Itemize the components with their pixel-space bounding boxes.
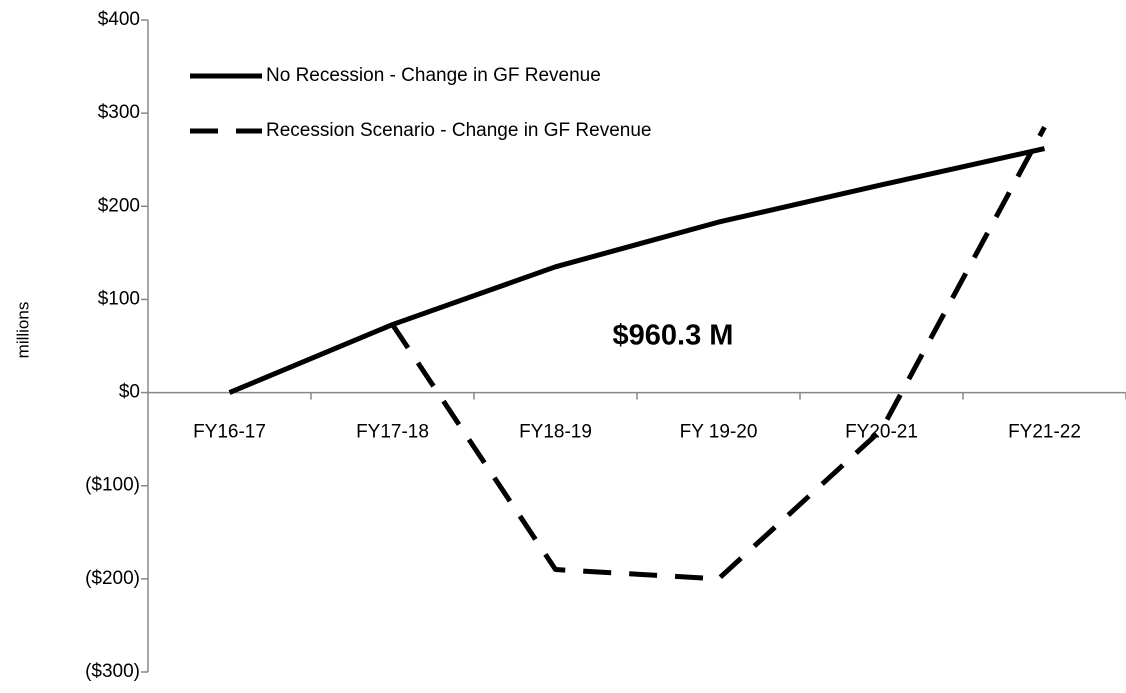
- y-tick-label: ($300): [85, 661, 140, 682]
- series-line: [228, 146, 1046, 395]
- legend-label: Recession Scenario - Change in GF Revenu…: [266, 120, 651, 141]
- y-tick-label: ($200): [85, 568, 140, 589]
- legend-label: No Recession - Change in GF Revenue: [266, 65, 601, 86]
- series-line: [390, 125, 1047, 582]
- y-tick-label: $200: [98, 195, 140, 216]
- x-tick-label: FY21-22: [1008, 422, 1081, 443]
- x-tick-label: FY20-21: [845, 422, 918, 443]
- x-tick-label: FY18-19: [519, 422, 592, 443]
- y-tick-label: $400: [98, 9, 140, 30]
- annotation: $960.3 M: [613, 320, 734, 352]
- y-axis-title: millions: [13, 302, 32, 359]
- y-tick-label: $0: [119, 382, 140, 403]
- y-tick-label: $300: [98, 102, 140, 123]
- x-tick-label: FY 19-20: [680, 422, 758, 443]
- y-tick-label: $100: [98, 288, 140, 309]
- x-tick-label: FY17-18: [356, 422, 429, 443]
- x-tick-label: FY16-17: [193, 422, 266, 443]
- y-tick-label: ($100): [85, 475, 140, 496]
